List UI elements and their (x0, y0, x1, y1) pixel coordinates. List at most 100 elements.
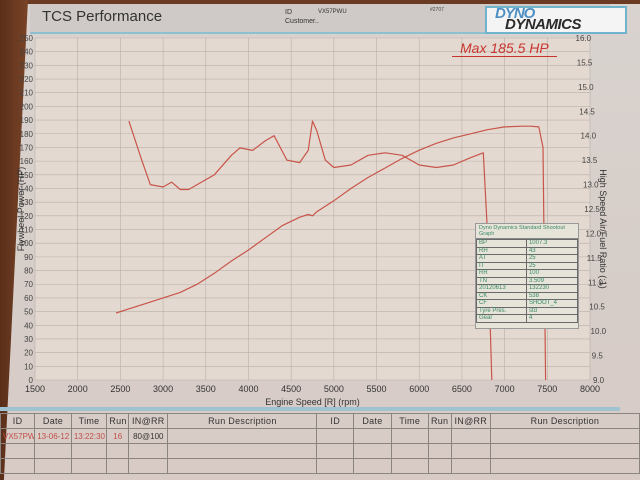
y-tick-label: 250 (20, 34, 34, 43)
table-cell (70, 443, 108, 459)
customer-label: Customer.. (285, 18, 319, 25)
table-cell (489, 458, 640, 474)
x-tick-label: 7000 (495, 384, 515, 394)
column-header: Time (390, 413, 429, 429)
x-tick-label: 2500 (110, 384, 130, 394)
info-key: AT (476, 254, 527, 263)
table-cell (450, 428, 491, 444)
table-cell (167, 428, 318, 444)
table-cell (489, 443, 640, 459)
table-cell (34, 443, 72, 459)
table-cell: VX57PWU (0, 428, 36, 444)
report-header: TCS Performance ID Customer.. VX57PWU #2… (30, 4, 627, 34)
x-tick-label: 3000 (153, 384, 173, 394)
y-tick-label: 140 (20, 184, 34, 193)
dyno-chart: 1500 2000 2500 3000 3500 4000 4500 5000 5500 6000… (0, 32, 640, 412)
info-row: 20120613 132230 (476, 284, 579, 293)
table-cell (450, 458, 491, 474)
y-tick-label: 170 (20, 143, 34, 152)
y-tick-label: 200 (20, 102, 34, 111)
dyno-dynamics-logo: DYNO DYNAMICS (485, 5, 627, 34)
x-tick-label: 5000 (324, 384, 344, 394)
y2-tick-label: 9.0 (593, 376, 605, 385)
info-key: Tyre Pres. (476, 306, 527, 315)
logo-bottom-text: DYNAMICS (505, 16, 582, 33)
y-tick-label: 100 (20, 239, 34, 248)
y2-tick-label: 11.0 (588, 278, 604, 287)
info-key: CK (476, 291, 527, 300)
info-key: RH (476, 246, 527, 255)
info-key: TN (476, 276, 527, 285)
column-header: IN@RR (128, 413, 169, 429)
background-surface (0, 0, 640, 4)
table-cell (0, 443, 36, 459)
run-table-header: ID Date Time Run IN@RR Run Description ID Date T… (0, 413, 640, 429)
y2-tick-label: 13.5 (582, 156, 598, 165)
column-header: Run Description (489, 413, 640, 429)
table-cell (390, 458, 429, 474)
table-cell (106, 458, 130, 474)
y-tick-label: 130 (20, 198, 34, 207)
info-value: std (525, 306, 579, 315)
shootout-info-box: Dyno Dynamics Standard Shootout Graph BP… (475, 223, 579, 329)
info-value: 25 (525, 261, 579, 270)
info-row: BP 1007.3 (476, 239, 579, 248)
afr-curve (128, 120, 493, 381)
table-cell (316, 428, 355, 444)
table-cell (427, 428, 452, 444)
y-tick-label: 230 (20, 61, 34, 70)
table-cell (316, 458, 355, 474)
info-row: CF SHOOT_4 (476, 299, 579, 308)
run-table: ID Date Time Run IN@RR Run Description ID Date T… (0, 413, 640, 474)
x-tick-label: 1500 (25, 384, 45, 394)
y-tick-label: 240 (20, 48, 34, 57)
y2-tick-label: 13.0 (583, 181, 599, 190)
x-tick-label: 6000 (409, 384, 429, 394)
info-value: 538 (525, 291, 579, 300)
info-key: CF (476, 299, 527, 308)
table-cell (70, 458, 108, 474)
table-cell (167, 443, 318, 459)
y-tick-label: 150 (20, 171, 34, 180)
y-tick-label: 120 (20, 212, 34, 221)
y-tick-label: 20 (24, 349, 33, 358)
info-row: AT 25 (476, 254, 579, 263)
info-value: 4 (525, 314, 579, 323)
info-key: Gear (476, 314, 527, 323)
y2-tick-label: 15.0 (578, 83, 594, 92)
column-header: ID (316, 413, 355, 429)
y-tick-label: 0 (29, 376, 34, 385)
column-header: Run Description (167, 413, 318, 429)
x-tick-label: 2000 (68, 384, 88, 394)
table-cell (316, 443, 355, 459)
table-row (0, 443, 640, 459)
run-number: #2707 (430, 7, 444, 13)
column-header: Date (353, 413, 392, 429)
y-tick-label: 40 (24, 321, 33, 330)
y-tick-label: 210 (20, 89, 34, 98)
table-cell (167, 458, 318, 474)
table-cell (128, 458, 169, 474)
info-row: Tyre Pres. std (476, 306, 579, 315)
table-cell: 80@100 (128, 428, 169, 444)
chart-svg: 1500 2000 2500 3000 3500 4000 4500 5000 5500 6000… (16, 34, 608, 407)
column-header: ID (0, 413, 36, 429)
column-header: IN@RR (450, 413, 491, 429)
x-tick-label: 8000 (580, 384, 600, 394)
info-key: IT (476, 261, 527, 270)
x-tick-label: 3500 (196, 384, 216, 394)
x-tick-label: 4500 (281, 384, 301, 394)
info-key: BP (476, 239, 527, 248)
id-label: ID (285, 9, 292, 16)
column-header: Date (34, 413, 72, 429)
max-power-annotation: Max 185.5 HP (452, 40, 557, 57)
x-tick-label: 4000 (238, 384, 258, 394)
id-customer-labels: ID Customer.. (285, 8, 319, 26)
y-tick-label: 180 (20, 130, 34, 139)
y-tick-label: 220 (20, 75, 34, 84)
info-row: TN 3.509 (476, 276, 579, 285)
y2-tick-label: 9.5 (592, 352, 604, 361)
info-value: 1007.3 (525, 239, 579, 248)
info-table: BP 1007.3 RH 43 AT 25 IT 25 RR 100 TN 3.509 20120613… (476, 239, 579, 323)
